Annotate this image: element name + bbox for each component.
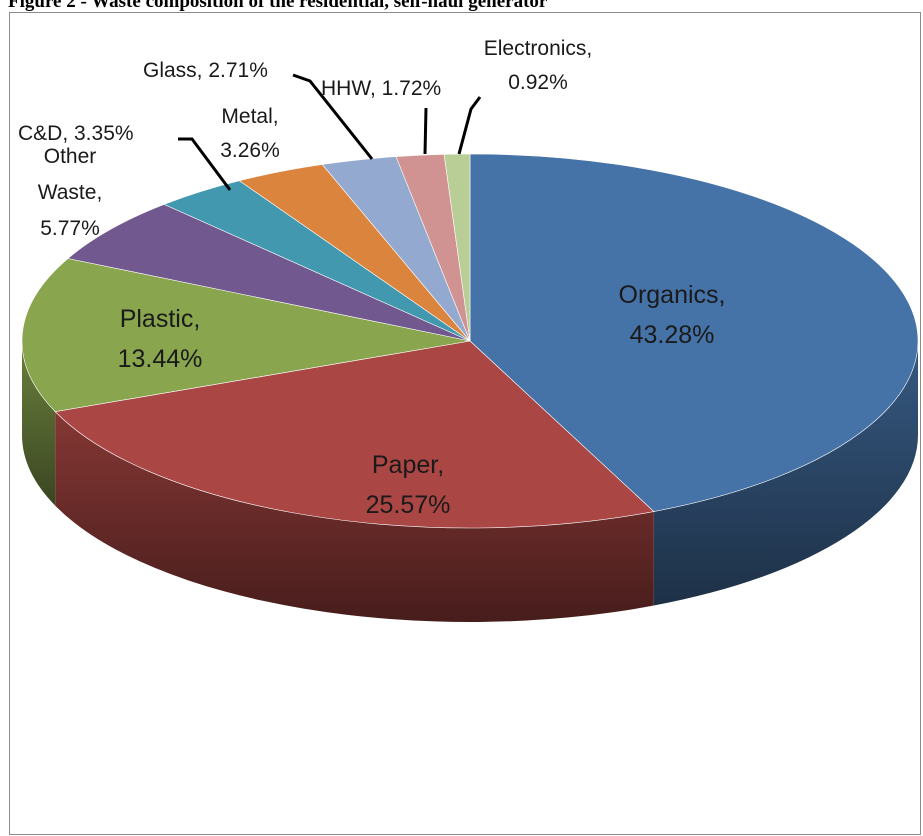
slice-labels: Organics, 43.28% Paper, 25.57% Plastic, 13.44… (18, 37, 725, 519)
label-organics: Organics, 43.28% (619, 281, 726, 349)
label-hhw: HHW, 1.72% (321, 77, 441, 100)
side-paper (55, 411, 654, 622)
figure-caption: Figure 2 - Waste composition of the resi… (8, 0, 548, 12)
pie-slices (21, 153, 919, 529)
slice-other-waste (67, 204, 471, 342)
leader-line-glass (292, 73, 374, 160)
pie-chart: Organics, 43.28% Paper, 25.57% Plastic, 13.44… (18, 37, 919, 622)
label-other-waste: Other Waste, 5.77% (38, 145, 103, 240)
label-leader-lines (178, 73, 482, 191)
slice-electronics (443, 153, 471, 342)
leader-line-hhw (423, 107, 428, 155)
leader-line-cd (178, 137, 232, 191)
slice-plastic (21, 258, 471, 412)
side-plastic (22, 341, 56, 506)
label-glass: Glass, 2.71% (143, 59, 268, 82)
label-paper: Paper, 25.57% (366, 451, 451, 519)
slice-paper (54, 340, 655, 529)
label-metal: Metal, 3.26% (220, 105, 280, 162)
label-electronics: Electronics, 0.92% (484, 37, 593, 94)
leader-line-electronics (457, 96, 482, 155)
pie-3d-sides (22, 341, 918, 622)
label-plastic: Plastic, 13.44% (118, 305, 203, 373)
slice-organics (469, 153, 919, 512)
side-organics (653, 341, 918, 606)
label-candd: C&D, 3.35% (18, 122, 134, 145)
chart-frame: Organics, 43.28% Paper, 25.57% Plastic, 13.44… (9, 12, 921, 835)
